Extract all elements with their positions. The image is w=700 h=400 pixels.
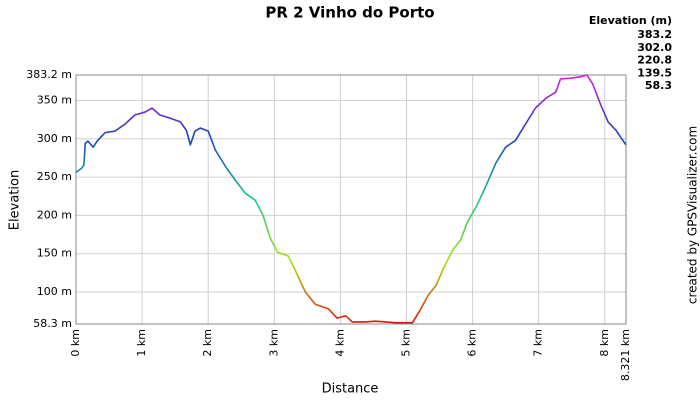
x-tick-label: 5 km xyxy=(399,329,412,357)
x-tick-label: 4 km xyxy=(333,329,346,357)
y-tick-label: 250 m xyxy=(37,170,72,183)
y-tick-label: 383.2 m xyxy=(26,68,72,81)
x-tick-label: 3 km xyxy=(267,329,280,357)
elevation-line xyxy=(75,74,627,324)
x-tick-label: 2 km xyxy=(201,329,214,357)
y-tick-label: 150 m xyxy=(37,247,72,260)
legend-title: Elevation (m) xyxy=(589,14,672,27)
x-tick-label: 8 km xyxy=(598,329,611,357)
x-tick-label: 8.321 km xyxy=(619,329,632,381)
y-tick-label: 58.3 m xyxy=(33,317,72,330)
x-tick-label: 7 km xyxy=(532,329,545,357)
legend-value: 58.3 xyxy=(645,79,672,92)
credit: created by GPSVisualizer.com xyxy=(686,126,700,304)
x-tick-label: 1 km xyxy=(135,329,148,357)
y-tick-label: 300 m xyxy=(37,132,72,145)
legend-value: 139.5 xyxy=(637,66,672,79)
y-tick-label: 350 m xyxy=(37,93,72,106)
legend-value: 220.8 xyxy=(637,54,672,67)
legend-value: 383.2 xyxy=(637,28,672,41)
y-tick-label: 100 m xyxy=(37,285,72,298)
chart-title: PR 2 Vinho do Porto xyxy=(265,4,434,22)
plot-border xyxy=(75,74,627,325)
x-tick-label: 0 km xyxy=(69,329,82,357)
legend-value: 302.0 xyxy=(637,41,672,54)
x-axis-label: Distance xyxy=(322,382,379,397)
x-tick-label: 6 km xyxy=(466,329,479,357)
y-axis-label: Elevation xyxy=(8,170,23,230)
y-tick-label: 200 m xyxy=(37,208,72,221)
